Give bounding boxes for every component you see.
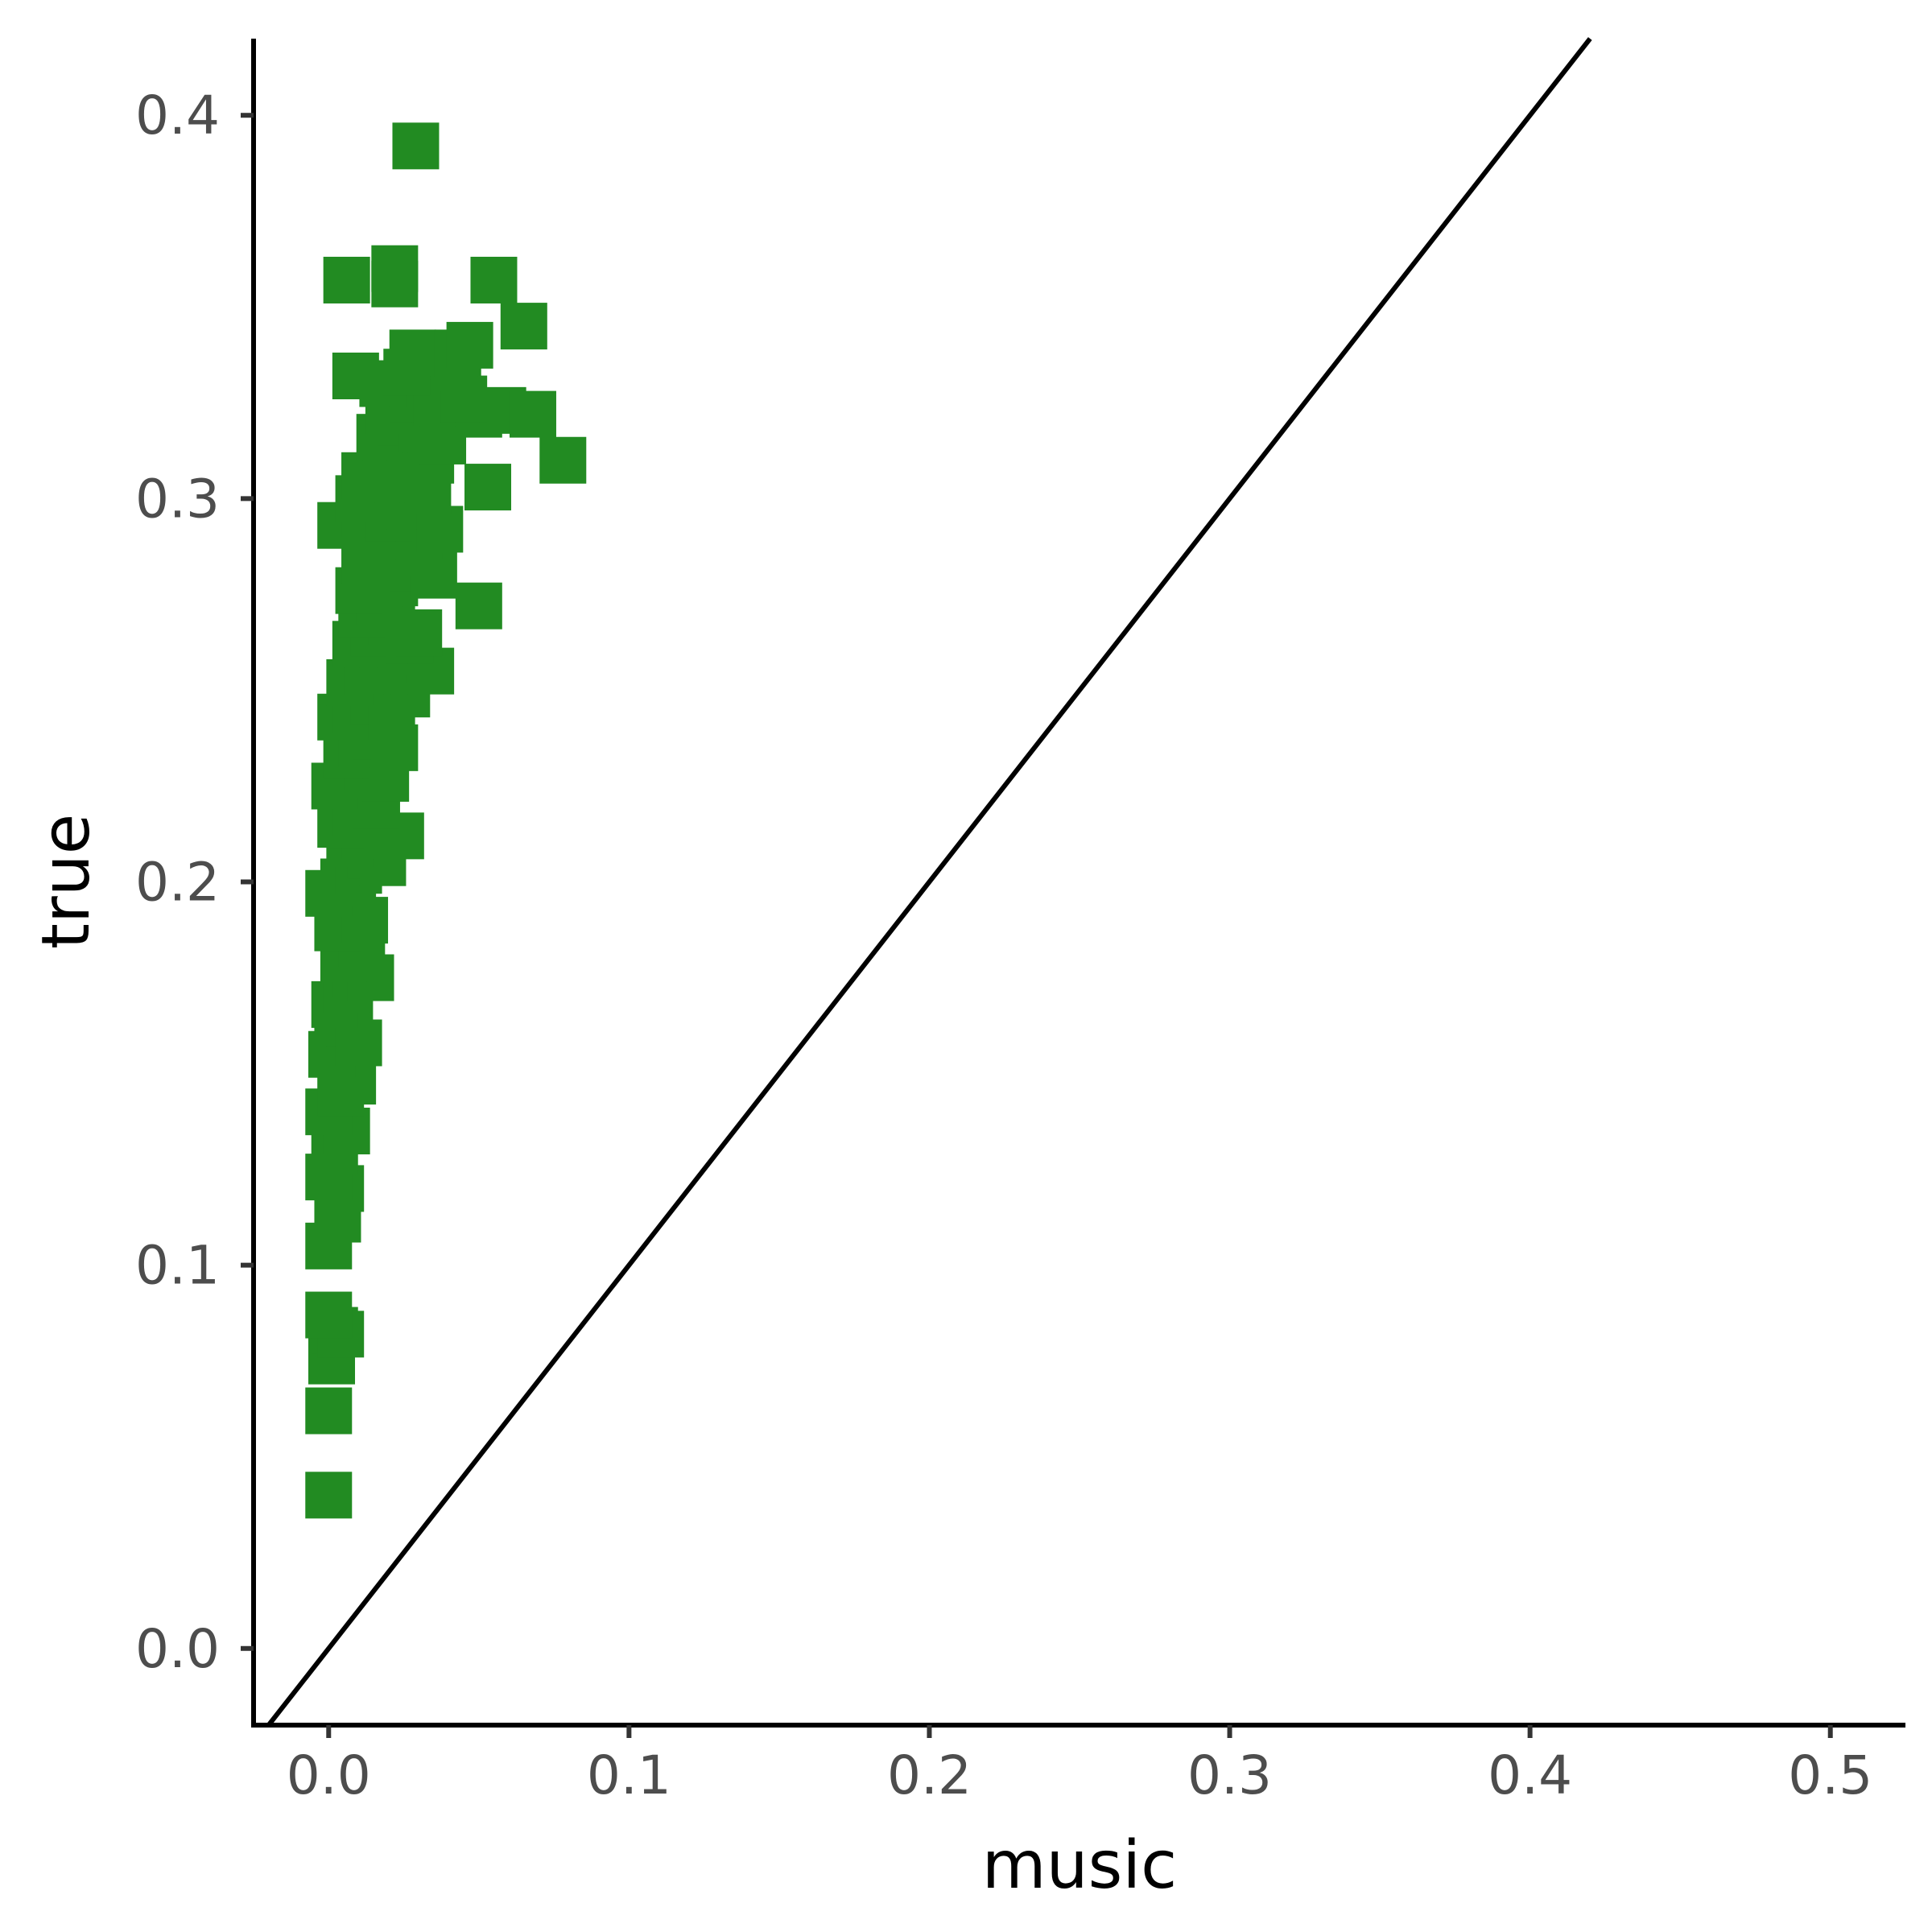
reference-line-layer [266,37,1592,1727]
x-tick-label: 0.3 [1187,1744,1272,1806]
scatter-point [305,1387,353,1435]
identity-reference-line [266,37,1592,1727]
scatter-point [455,582,502,630]
scatter-point [392,122,440,170]
scatter-points [305,122,587,1519]
x-tick-label: 0.1 [587,1744,671,1806]
y-tick-label: 0.3 [135,468,220,530]
x-tick-label: 0.5 [1788,1744,1872,1806]
y-tick-label: 0.4 [135,85,220,147]
x-axis-title: music [982,1827,1177,1904]
y-tick-label: 0.2 [135,852,220,914]
scatter-point [470,256,518,303]
x-tick-label: 0.0 [287,1744,371,1806]
scatter-point [371,245,419,292]
scatter-point [500,303,547,350]
y-axis-ticks: 0.0 0.1 0.2 0.3 0.4 [135,85,254,1680]
scatter-point [509,390,556,438]
y-axis-title: true [28,814,105,949]
y-tick-label: 0.1 [135,1235,220,1297]
scatter-point [389,329,436,377]
x-tick-label: 0.4 [1488,1744,1572,1806]
scatter-point [395,609,443,657]
x-tick-label: 0.2 [887,1744,972,1806]
scatter-point [305,1472,353,1519]
scatter-point [446,321,493,369]
x-axis-ticks: 0.0 0.1 0.2 0.3 0.4 0.5 [287,1725,1872,1806]
scatter-point [305,1291,353,1339]
scatter-point [539,436,587,484]
y-tick-label: 0.0 [135,1618,220,1680]
scatter-point [464,464,512,511]
scatter-point [323,256,370,303]
